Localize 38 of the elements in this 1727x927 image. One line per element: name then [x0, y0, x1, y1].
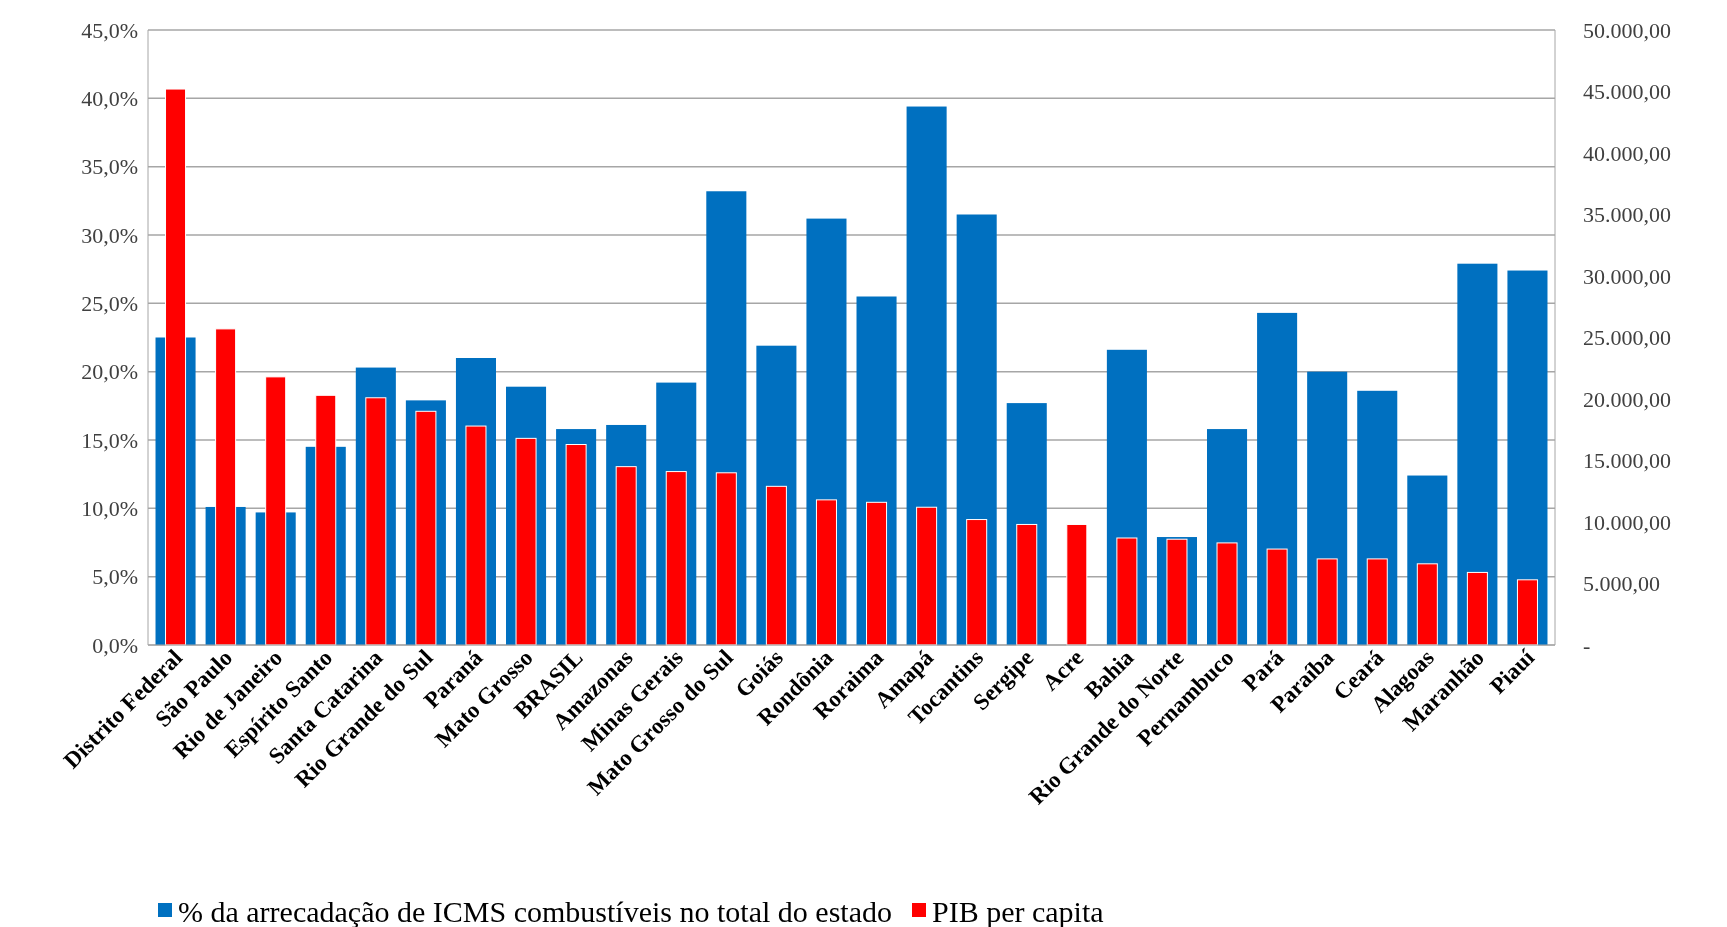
y2-tick-label: 15.000,00	[1583, 448, 1671, 474]
bar	[1266, 548, 1288, 646]
y2-tick-label: 40.000,00	[1583, 140, 1671, 166]
y-tick-label: 20,0%	[81, 359, 138, 385]
y-tick-label: 10,0%	[81, 496, 138, 522]
y-tick-label: 40,0%	[81, 86, 138, 112]
bar	[1316, 558, 1338, 646]
bar	[1416, 563, 1438, 646]
y2-tick-label: 20.000,00	[1583, 386, 1671, 412]
bar	[1116, 537, 1138, 646]
bar	[1066, 523, 1088, 646]
y2-tick-label: 30.000,00	[1583, 263, 1671, 289]
bar	[916, 506, 938, 646]
y2-tick-label: 25.000,00	[1583, 325, 1671, 351]
y2-tick-label: 45.000,00	[1583, 79, 1671, 105]
y-tick-label: 30,0%	[81, 222, 138, 248]
bar	[815, 499, 837, 646]
bar	[1366, 558, 1388, 646]
y-tick-label: 15,0%	[81, 427, 138, 453]
bar	[765, 485, 787, 646]
bar	[1216, 542, 1238, 646]
bar	[1466, 571, 1488, 646]
bar	[866, 501, 888, 646]
bar	[715, 472, 737, 646]
y2-tick-label: 50.000,00	[1583, 17, 1671, 43]
bar	[966, 519, 988, 646]
y-tick-label: 45,0%	[81, 17, 138, 43]
y2-tick-label: -	[1583, 632, 1591, 658]
y-tick-label: 5,0%	[92, 564, 138, 590]
bar	[1507, 270, 1548, 645]
y-tick-label: 35,0%	[81, 154, 138, 180]
bar	[665, 471, 687, 646]
bar	[1016, 523, 1038, 646]
y2-tick-label: 10.000,00	[1583, 509, 1671, 535]
bar	[1516, 579, 1538, 646]
y-tick-label: 25,0%	[81, 291, 138, 317]
y2-tick-label: 35.000,00	[1583, 202, 1671, 228]
y2-tick-label: 5.000,00	[1583, 571, 1660, 597]
